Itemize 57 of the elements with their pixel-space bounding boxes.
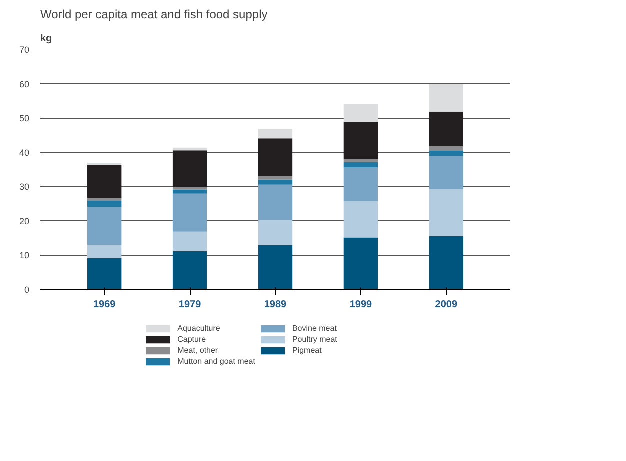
bar xyxy=(258,129,293,139)
x-tick-label: 1969 xyxy=(93,300,116,310)
bar xyxy=(258,138,293,176)
bar xyxy=(429,156,464,190)
bar xyxy=(172,232,208,252)
bar xyxy=(344,159,378,162)
bar xyxy=(258,184,293,220)
legend-label: Meat, other xyxy=(178,346,218,355)
bar xyxy=(172,186,208,190)
bar xyxy=(429,150,464,156)
y-tick-label: 0 xyxy=(24,285,30,295)
bar xyxy=(172,148,208,151)
legend-label: Aquaculture xyxy=(178,324,220,333)
bar xyxy=(172,251,208,290)
bar xyxy=(429,146,464,151)
y-tick-label: 40 xyxy=(19,148,30,158)
chart-title: World per capita meat and fish food supply xyxy=(40,8,268,22)
bar xyxy=(88,165,122,198)
legend-label: Poultry meat xyxy=(292,335,338,344)
bar xyxy=(88,201,122,208)
bar xyxy=(88,162,122,166)
bar xyxy=(88,258,122,290)
bar xyxy=(172,190,208,194)
x-tick-label: 1979 xyxy=(178,300,202,310)
bar xyxy=(258,176,293,180)
bar xyxy=(88,245,122,258)
bar xyxy=(344,122,378,160)
bar xyxy=(429,84,464,112)
bar xyxy=(258,220,293,246)
bar xyxy=(429,112,464,146)
x-tick-label: 1999 xyxy=(350,300,373,310)
y-axis-title: kg xyxy=(40,34,52,44)
legend-label: Mutton and goat meat xyxy=(178,357,256,366)
x-tick-label: 2009 xyxy=(435,300,458,310)
bar xyxy=(429,189,464,236)
bar xyxy=(258,180,293,185)
bar xyxy=(344,162,378,168)
y-tick-label: 70 xyxy=(19,45,30,55)
y-tick-label: 10 xyxy=(19,250,30,261)
bar xyxy=(258,245,293,290)
y-tick-label: 30 xyxy=(19,182,30,192)
y-tick-label: 20 xyxy=(19,216,30,226)
bar xyxy=(88,198,122,202)
bar xyxy=(344,104,378,122)
x-tick-label: 1989 xyxy=(264,300,288,310)
legend-label: Bovine meat xyxy=(292,324,337,333)
y-tick-label: 60 xyxy=(19,79,30,90)
legend-label: Pigmeat xyxy=(292,346,322,355)
bar xyxy=(429,236,464,290)
bar xyxy=(172,194,208,232)
y-tick-label: 50 xyxy=(19,114,30,124)
bar xyxy=(344,167,378,202)
bar xyxy=(172,150,208,187)
legend-label: Capture xyxy=(178,335,206,344)
bar xyxy=(88,207,122,246)
bar xyxy=(344,201,378,238)
bar xyxy=(344,238,378,290)
